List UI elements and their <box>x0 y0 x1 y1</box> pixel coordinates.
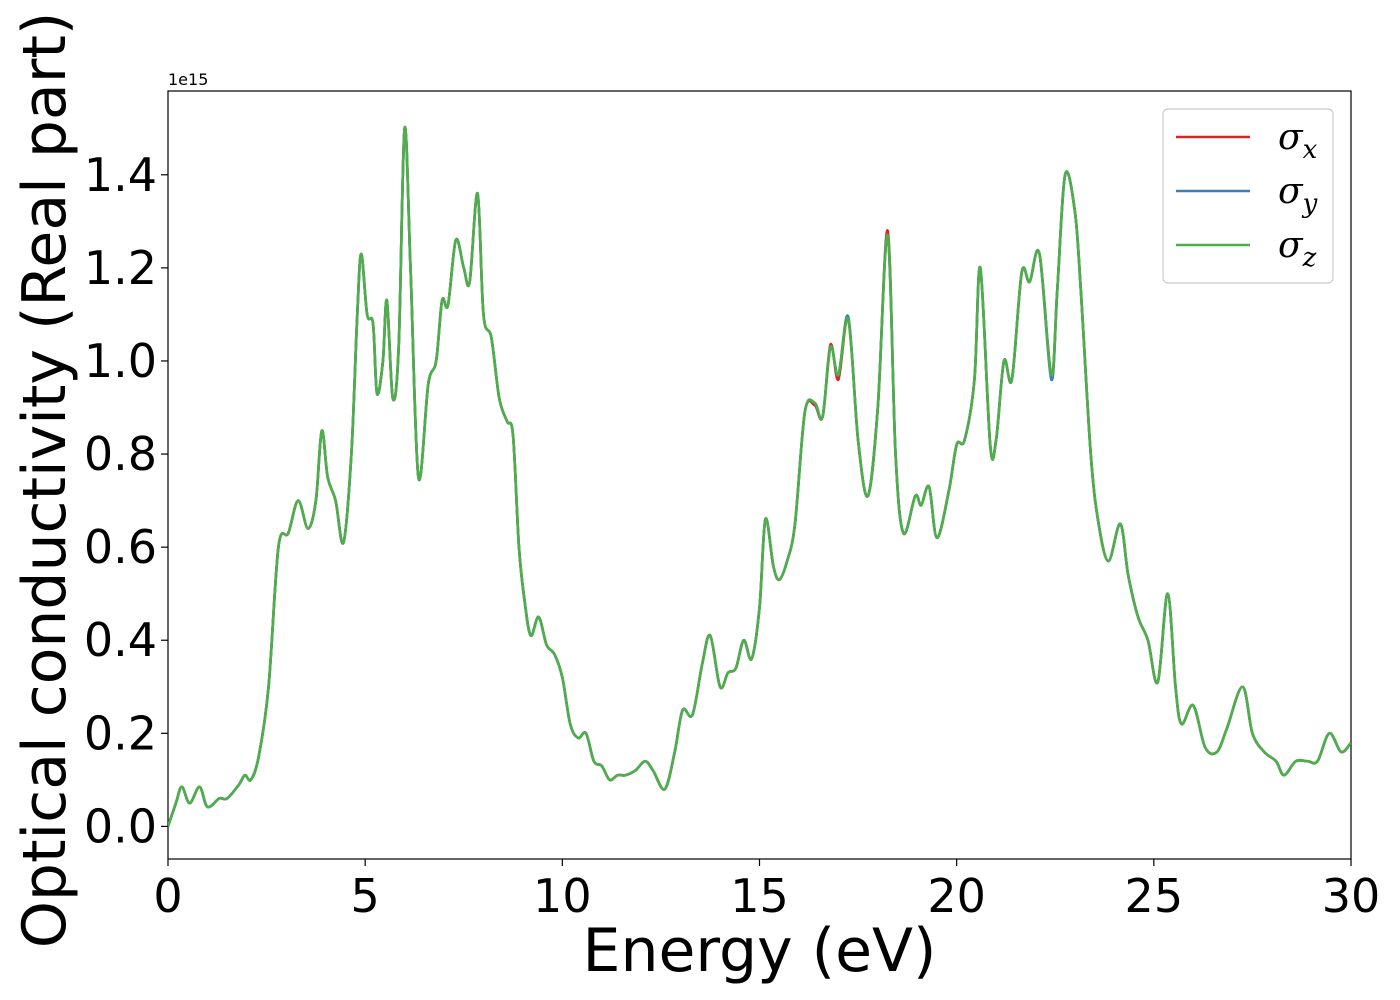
x-tick-label: 15 <box>730 869 789 923</box>
x-tick-label: 10 <box>533 869 592 923</box>
x-tick-label: 25 <box>1125 869 1184 923</box>
series-layer <box>168 125 1351 827</box>
x-tick-label: 30 <box>1322 869 1381 923</box>
y-tick-label: 0.0 <box>84 799 157 853</box>
x-tick-label: 0 <box>153 869 182 923</box>
y-axis-title: Optical conductivity (Real part) <box>10 12 80 949</box>
y-tick-label: 1.4 <box>84 148 157 202</box>
y-tick-label: 1.2 <box>84 241 157 295</box>
y-tick-label: 0.8 <box>84 427 157 481</box>
y-offset-text: 1e15 <box>168 70 208 89</box>
x-axis-title: Energy (eV) <box>583 916 937 986</box>
x-tick-label: 5 <box>351 869 380 923</box>
y-tick-label: 1.0 <box>84 334 157 388</box>
series-line-z <box>168 125 1351 827</box>
y-tick-label: 0.2 <box>84 706 157 760</box>
y-axis: 0.0 0.2 0.4 0.6 0.8 1.0 1.2 1.4 <box>84 148 168 853</box>
legend: σx σy σz <box>1162 108 1334 284</box>
y-tick-label: 0.4 <box>84 613 157 667</box>
x-axis: 0 5 10 15 20 25 30 <box>153 859 1380 923</box>
x-tick-label: 20 <box>927 869 986 923</box>
legend-label-z: σz <box>1278 225 1317 273</box>
legend-box <box>1162 108 1334 284</box>
legend-label-y: σy <box>1278 171 1318 219</box>
y-tick-label: 0.6 <box>84 520 157 574</box>
legend-label-x: σx <box>1278 117 1318 165</box>
